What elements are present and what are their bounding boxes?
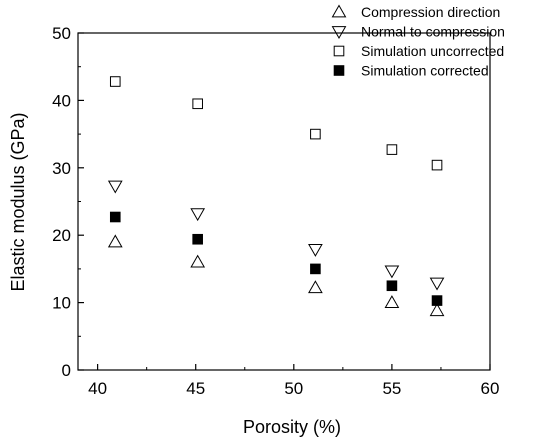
y-axis: 0 10 20 30 40 50 bbox=[52, 24, 84, 380]
y-tick-label: 20 bbox=[52, 226, 71, 245]
y-tick-label: 10 bbox=[52, 294, 71, 313]
legend: Compression direction Normal to compressi… bbox=[331, 4, 505, 79]
x-tick-label: 50 bbox=[284, 379, 303, 398]
y-tick-label: 30 bbox=[52, 159, 71, 178]
data-points bbox=[107, 76, 445, 317]
data-point bbox=[190, 254, 206, 268]
x-tick-label: 60 bbox=[481, 379, 500, 398]
legend-label: Simulation uncorrected bbox=[361, 43, 504, 59]
data-point bbox=[190, 208, 206, 222]
legend-label: Compression direction bbox=[361, 4, 500, 20]
x-tick-label: 55 bbox=[382, 379, 401, 398]
data-point bbox=[310, 128, 321, 140]
plot-border bbox=[77, 32, 491, 371]
data-point bbox=[386, 144, 398, 155]
legend-label: Normal to compression bbox=[361, 24, 505, 40]
data-point bbox=[431, 159, 443, 171]
legend-marker bbox=[333, 45, 345, 57]
data-point bbox=[429, 277, 445, 291]
y-tick-label: 50 bbox=[52, 24, 71, 43]
data-point bbox=[429, 303, 445, 317]
data-point bbox=[107, 234, 123, 248]
legend-marker bbox=[333, 65, 345, 76]
data-point bbox=[192, 233, 203, 245]
data-point bbox=[310, 263, 321, 275]
y-axis-title: Elastic modulus (GPa) bbox=[8, 112, 28, 291]
x-tick-label: 40 bbox=[88, 379, 107, 398]
data-point bbox=[384, 295, 400, 308]
legend-marker bbox=[331, 4, 347, 18]
data-point bbox=[107, 180, 123, 194]
data-point bbox=[308, 280, 323, 294]
x-axis-title: Porosity (%) bbox=[243, 417, 341, 437]
y-tick-label: 0 bbox=[62, 361, 71, 380]
data-point bbox=[308, 243, 323, 257]
y-tick-label: 40 bbox=[52, 91, 71, 110]
data-point bbox=[109, 211, 121, 223]
legend-label: Simulation corrected bbox=[361, 63, 489, 79]
data-point bbox=[192, 98, 203, 110]
legend-marker bbox=[331, 26, 347, 40]
x-tick-label: 45 bbox=[186, 379, 205, 398]
data-point bbox=[384, 265, 400, 279]
data-point bbox=[431, 295, 443, 306]
plot-frame bbox=[77, 32, 491, 371]
x-axis: 40 45 50 55 60 bbox=[88, 364, 499, 398]
data-point bbox=[386, 280, 398, 292]
data-point bbox=[109, 76, 121, 87]
